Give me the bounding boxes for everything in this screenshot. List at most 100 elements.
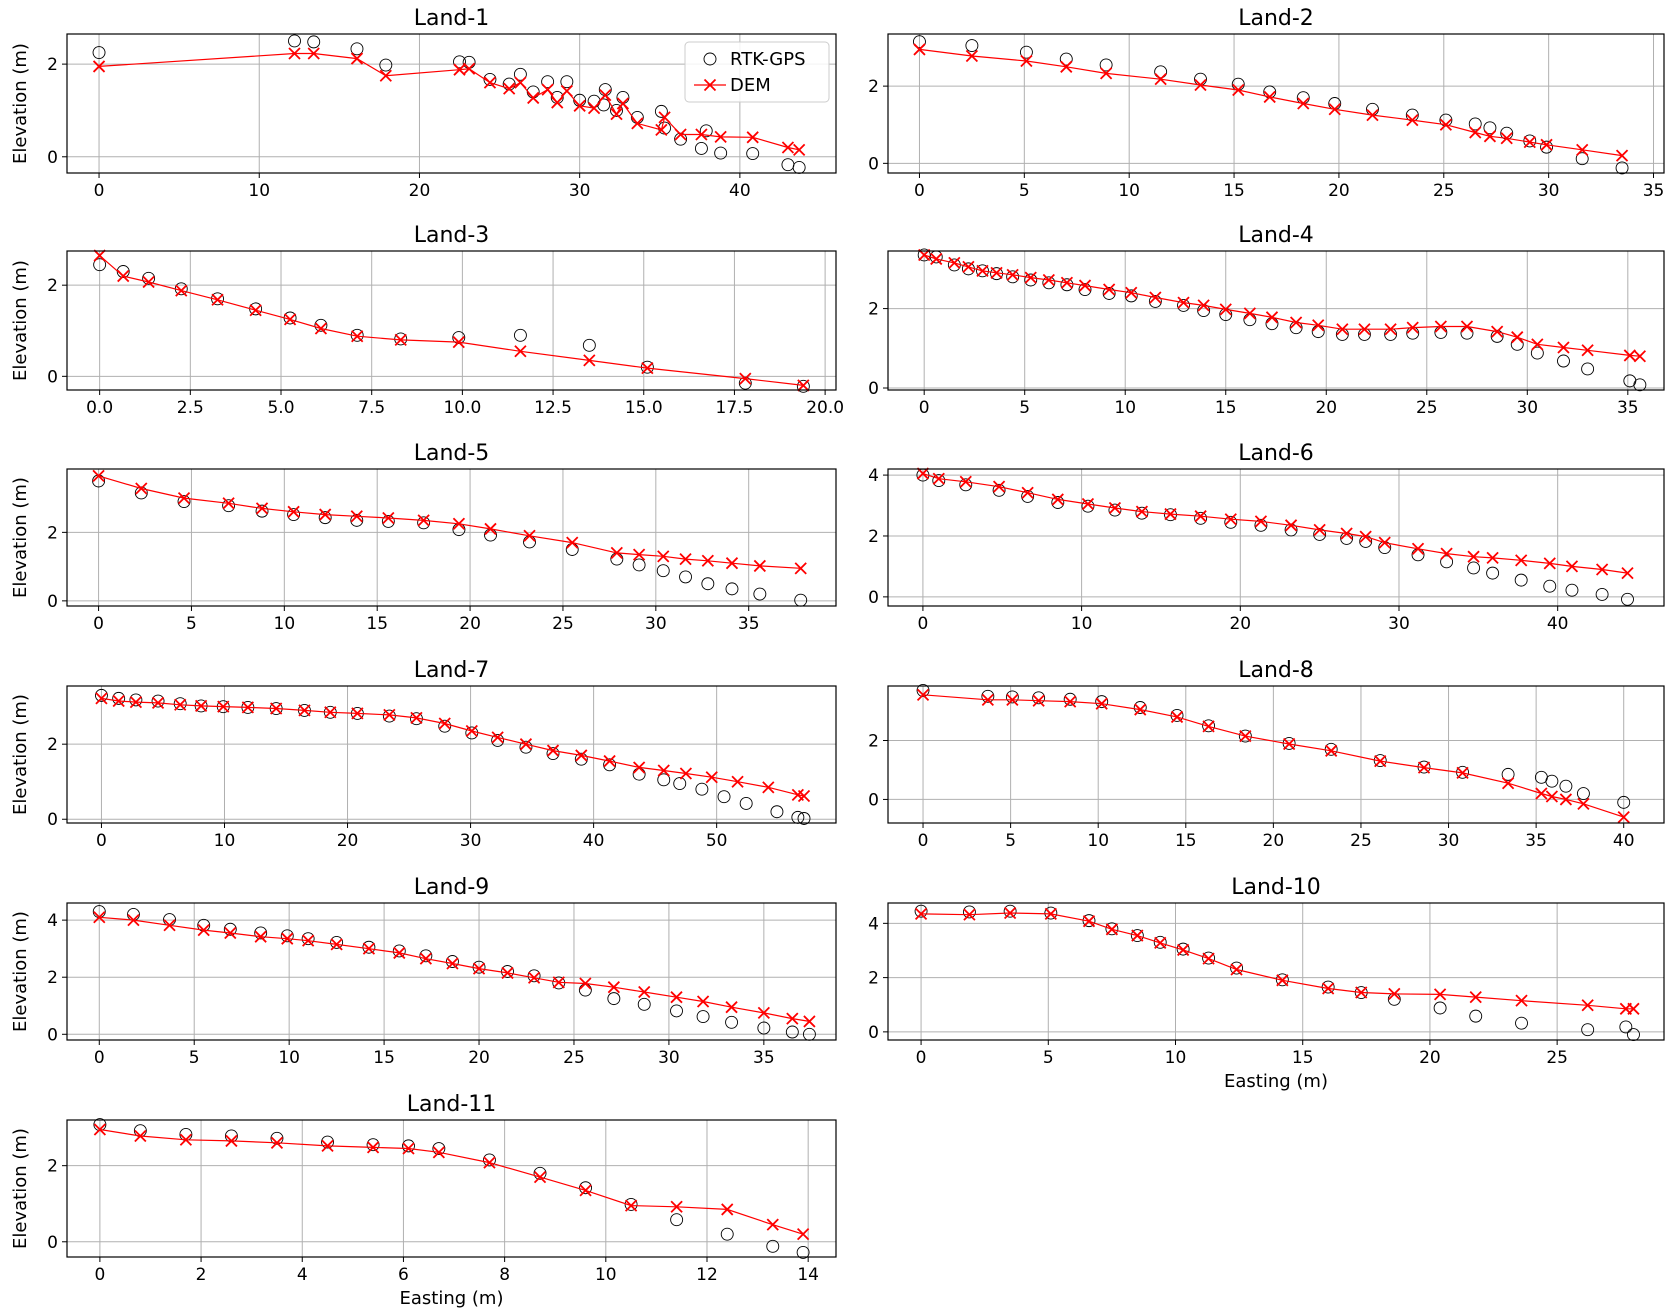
chart-4-dem-point [1434,320,1447,333]
chart-1-x-tick-label: 10 [248,181,270,201]
chart-4-gps-point [1265,317,1279,331]
chart-8-gps-point [1005,690,1019,704]
chart-9-dem-point [446,957,459,970]
chart-11-x-axis-label: Easting (m) [400,1288,504,1309]
chart-1-dem-point [560,84,573,98]
chart-8-x-tick-label: 5 [1005,831,1016,851]
chart-1-dem-point [658,111,671,124]
chart-7-gps-point [770,805,784,819]
chart-1-gps-point [513,67,527,81]
chart-9-y-tick-label: 4 [47,911,58,931]
chart-2-dem-point [1194,78,1207,92]
chart-2-gps-point [1099,58,1113,72]
chart-4-dem-point [1078,279,1092,292]
chart-2-gps-point [1019,45,1033,59]
chart-4-dem-point [1125,286,1138,299]
chart-1-dem-point [307,47,320,60]
chart-2-gps-point [965,39,979,53]
chart-7-dem-point [351,707,364,720]
chart-1-gps-point [781,158,795,172]
chart-10-dem-point [1176,943,1190,957]
chart-2-x-tick-label: 25 [1433,181,1455,201]
chart-4-dem-point [1024,271,1037,284]
chart-3-dem-point [117,269,130,283]
chart-1-dem-point [587,101,601,115]
chart-3-y-tick-label: 2 [47,276,58,296]
chart-7-gps-point [574,752,588,766]
chart-7-dem-point [632,761,646,774]
chart-8-dem-point [1032,694,1045,707]
chart-6-dem-point [1595,563,1609,576]
chart-4-panel: Land-4 0 5 10 15 20 25 30 35 0 2 [868,223,1665,418]
chart-5-title: Land-5 [414,441,490,466]
chart-6-dem-point [1467,550,1480,563]
chart-10-dem-point [1230,963,1243,976]
chart-10-gps-point [914,904,928,918]
chart-1-gps-point [541,75,555,89]
chart-7-gps-point [519,740,533,754]
chart-5-y-tick-label: 2 [47,523,58,543]
chart-2-dem-point [1154,73,1167,86]
chart-8-gps-point [1238,729,1252,743]
chart-3-gps-point [738,376,752,390]
chart-3-dem-point [452,336,465,349]
chart-10-x-tick-label: 20 [1419,1048,1441,1068]
chart-9-dem-point [786,1012,799,1025]
chart-6-dem-point [916,467,930,480]
chart-6-dem-point [1486,551,1499,565]
chart-10-gps-point [1153,935,1167,949]
chart-2-gps-point [1194,72,1207,86]
chart-8-x-tick-label: 25 [1350,831,1372,851]
chart-4-dem-point [948,256,961,270]
chart-6-gps-point [1224,515,1238,529]
chart-4-x-tick-label: 5 [1019,398,1030,418]
chart-10-dem-point [1469,991,1482,1004]
chart-9-dem-point [330,938,343,951]
chart-9-dem-point [254,930,267,943]
chart-9-dem-point [419,952,433,965]
chart-6-dem-point [1515,554,1528,567]
chart-1-gps-point [598,83,612,97]
chart-9-dem-point [696,995,710,1008]
chart-8-dem-point [1417,761,1431,774]
chart-9-gps-point [254,926,268,940]
chart-5-gps-point [318,511,332,525]
chart-4-gps-point [1148,294,1162,308]
chart-2-axes-frame [887,33,1665,174]
chart-4-gps-point [1434,325,1448,339]
chart-3-x-tick-label: 7.5 [358,398,385,418]
chart-10-title: Land-10 [1231,875,1321,900]
chart-9-gps-point [607,992,621,1006]
chart-7-dem-point [657,764,670,777]
chart-9-gps-point [501,965,514,978]
chart-7-gps-point [173,697,187,711]
chart-4-dem-point [1531,338,1544,351]
chart-1-x-tick-label: 0 [94,181,105,201]
chart-1-dem-point [793,143,806,156]
chart-7-gps-point [95,688,108,702]
chart-4-gps-point [1024,273,1038,287]
chart-1-gps-point [502,77,516,91]
chart-9-gps-point [696,1010,710,1024]
chart-6-gps-point [1051,496,1065,509]
chart-1-gps-point [288,34,301,48]
legend-gps-label: RTK-GPS [730,49,806,70]
chart-4-dem-point [1358,323,1371,336]
chart-10-dem-point [963,908,976,921]
chart-1-gps-point [610,103,623,117]
chart-7-dem-line [101,697,805,797]
chart-5-x-tick-label: 5 [186,614,197,634]
chart-1-title: Land-1 [414,6,490,31]
chart-9-x-tick-label: 30 [658,1048,680,1068]
chart-5-gps-point [632,558,646,572]
chart-5-dem-point [657,550,670,563]
chart-11-gps-point [366,1138,380,1152]
chart-1-dem-point [453,63,466,76]
chart-5-dem-point [566,536,579,549]
chart-7-gps-point [438,719,452,733]
chart-8-gps-point [1501,767,1515,781]
chart-2-y-tick-label: 2 [868,77,879,97]
chart-4-dem-point [1336,323,1349,336]
chart-1-gps-point [307,35,321,49]
